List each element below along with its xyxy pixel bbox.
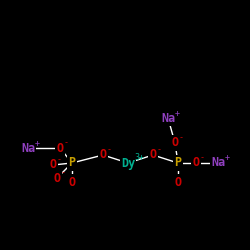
- Text: P: P: [174, 156, 182, 170]
- Text: O: O: [54, 172, 60, 184]
- Text: -: -: [156, 146, 161, 154]
- Text: -: -: [60, 168, 65, 177]
- Text: O: O: [68, 176, 75, 188]
- Text: Na: Na: [21, 142, 35, 154]
- Text: O: O: [100, 148, 106, 162]
- Text: Na: Na: [211, 156, 225, 170]
- Text: -: -: [106, 146, 111, 154]
- Text: +: +: [174, 108, 180, 118]
- Text: O: O: [192, 156, 200, 170]
- Text: Na: Na: [161, 112, 175, 124]
- Text: O: O: [174, 176, 182, 188]
- Text: O: O: [150, 148, 156, 162]
- Text: O: O: [172, 136, 178, 149]
- Text: P: P: [68, 156, 75, 170]
- Text: 3+: 3+: [134, 154, 144, 162]
- Text: +: +: [224, 154, 230, 162]
- Text: +: +: [34, 138, 40, 147]
- Text: -: -: [178, 134, 183, 142]
- Text: Dy: Dy: [121, 156, 135, 170]
- Text: O: O: [50, 158, 56, 172]
- Text: O: O: [56, 142, 64, 154]
- Text: -: -: [56, 156, 61, 164]
- Text: -: -: [63, 138, 68, 147]
- Text: -: -: [199, 154, 204, 162]
